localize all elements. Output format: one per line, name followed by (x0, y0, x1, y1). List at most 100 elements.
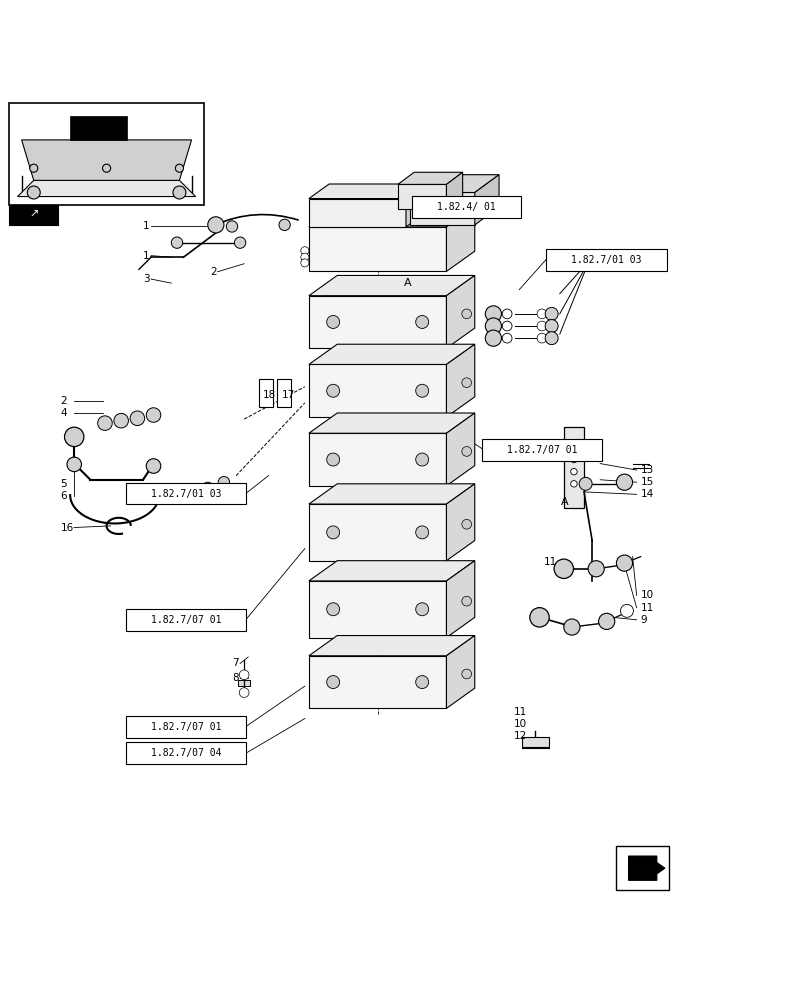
Polygon shape (446, 561, 474, 638)
Text: 16: 16 (60, 523, 74, 533)
Circle shape (114, 413, 128, 428)
Text: 1.82.4/ 01: 1.82.4/ 01 (437, 202, 496, 212)
Circle shape (461, 596, 471, 606)
Circle shape (30, 164, 38, 172)
Circle shape (529, 608, 548, 627)
FancyBboxPatch shape (412, 196, 521, 218)
Circle shape (175, 164, 183, 172)
Circle shape (616, 474, 632, 490)
FancyBboxPatch shape (126, 483, 246, 504)
Text: 13: 13 (640, 465, 653, 475)
Circle shape (171, 237, 182, 248)
Text: 17: 17 (282, 390, 295, 400)
Circle shape (563, 619, 579, 635)
Circle shape (415, 453, 428, 466)
FancyBboxPatch shape (563, 427, 583, 508)
Text: 2: 2 (60, 396, 67, 406)
Circle shape (570, 468, 577, 475)
Polygon shape (308, 636, 474, 656)
Polygon shape (308, 484, 474, 504)
Text: ↗: ↗ (29, 210, 38, 220)
Circle shape (461, 378, 471, 388)
Circle shape (570, 456, 577, 463)
Text: 1.82.7/07 01: 1.82.7/07 01 (151, 722, 221, 732)
Circle shape (300, 253, 308, 261)
Circle shape (300, 259, 308, 267)
Circle shape (151, 487, 167, 503)
Circle shape (326, 526, 339, 539)
Circle shape (415, 603, 428, 616)
Text: 11: 11 (640, 603, 653, 613)
Polygon shape (446, 413, 474, 486)
Text: 1: 1 (143, 221, 149, 231)
Polygon shape (446, 172, 462, 209)
FancyBboxPatch shape (521, 737, 548, 747)
FancyBboxPatch shape (126, 609, 246, 631)
Circle shape (173, 186, 186, 199)
Circle shape (544, 320, 557, 332)
Circle shape (239, 688, 249, 697)
Circle shape (239, 670, 249, 680)
Circle shape (485, 330, 501, 346)
Polygon shape (308, 581, 446, 638)
Text: 2: 2 (210, 267, 217, 277)
Polygon shape (308, 275, 474, 296)
Text: 4: 4 (60, 408, 67, 418)
FancyBboxPatch shape (277, 379, 290, 407)
Polygon shape (308, 504, 446, 561)
Circle shape (234, 237, 246, 248)
Polygon shape (446, 636, 474, 708)
Text: 5: 5 (60, 479, 67, 489)
Polygon shape (308, 561, 474, 581)
Circle shape (415, 526, 428, 539)
Polygon shape (410, 192, 474, 225)
Polygon shape (446, 207, 474, 271)
Circle shape (218, 477, 230, 488)
Polygon shape (22, 140, 191, 180)
Circle shape (578, 477, 591, 490)
Circle shape (130, 411, 144, 426)
Circle shape (326, 676, 339, 689)
Text: 11: 11 (513, 707, 526, 717)
Circle shape (415, 384, 428, 397)
Circle shape (279, 219, 290, 231)
Circle shape (146, 459, 161, 473)
Text: 1.82.7/07 04: 1.82.7/07 04 (151, 748, 221, 758)
Circle shape (536, 309, 546, 319)
Circle shape (326, 453, 339, 466)
Text: 10: 10 (640, 590, 653, 600)
Polygon shape (446, 484, 474, 561)
Text: 14: 14 (640, 489, 653, 499)
Polygon shape (474, 175, 499, 225)
FancyBboxPatch shape (126, 742, 246, 764)
Circle shape (169, 489, 181, 501)
Circle shape (553, 559, 573, 578)
FancyBboxPatch shape (481, 439, 602, 461)
Polygon shape (308, 199, 406, 227)
Text: A: A (560, 497, 569, 507)
Text: 1.82.7/07 01: 1.82.7/07 01 (151, 615, 221, 625)
Circle shape (67, 457, 81, 472)
Polygon shape (308, 227, 446, 271)
Circle shape (146, 408, 161, 422)
Circle shape (97, 416, 112, 430)
Circle shape (502, 309, 512, 319)
Circle shape (461, 447, 471, 456)
Circle shape (102, 164, 110, 172)
Polygon shape (410, 175, 499, 192)
Text: 12: 12 (513, 731, 526, 741)
Polygon shape (397, 172, 462, 184)
Polygon shape (446, 275, 474, 348)
Polygon shape (308, 413, 474, 433)
FancyBboxPatch shape (259, 379, 273, 407)
Circle shape (64, 427, 84, 447)
Text: 18: 18 (263, 390, 276, 400)
Circle shape (461, 669, 471, 679)
Circle shape (461, 519, 471, 529)
Circle shape (502, 333, 512, 343)
Polygon shape (397, 184, 446, 209)
Circle shape (186, 486, 197, 498)
Circle shape (616, 555, 632, 571)
Text: 8: 8 (232, 673, 238, 683)
Polygon shape (308, 296, 446, 348)
